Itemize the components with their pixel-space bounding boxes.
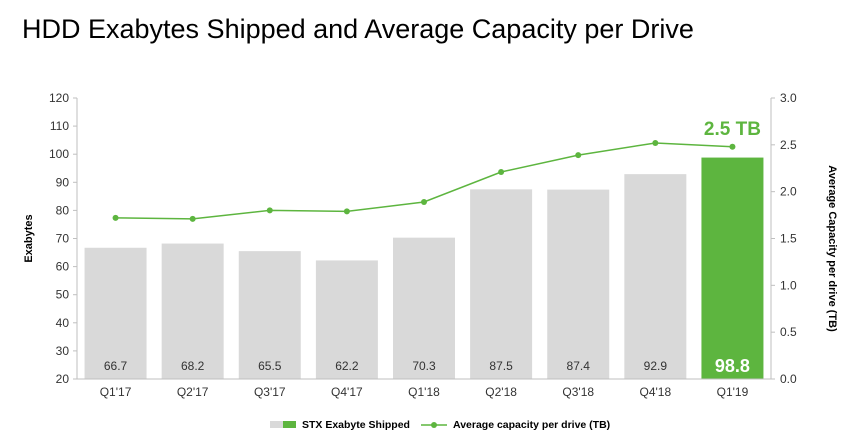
legend-swatch-point — [431, 422, 437, 428]
bar-Q4'18 — [624, 174, 687, 379]
x-tick-label: Q2'17 — [177, 385, 209, 399]
y-tick-label: 40 — [56, 316, 70, 330]
x-tick-label: Q1'17 — [100, 385, 132, 399]
capacity-point-Q1'18 — [421, 198, 427, 205]
y2-tick-label: 0.0 — [780, 372, 797, 386]
bar-value-label: 68.2 — [181, 359, 205, 373]
bar-value-label: 62.2 — [335, 359, 359, 373]
bar-Q1'18 — [393, 237, 455, 379]
capacity-point-Q1'17 — [112, 214, 119, 221]
y-tick-label: 20 — [56, 372, 70, 386]
y-tick-label: 60 — [56, 260, 70, 274]
y2-tick-label: 2.5 — [780, 138, 797, 152]
capacity-callout: 2.5 TB — [704, 119, 761, 140]
bar-value-label: 87.4 — [567, 359, 591, 373]
y-axis-title: Exabytes — [23, 214, 35, 262]
y-tick-label: 90 — [56, 175, 70, 189]
x-tick-label: Q4'18 — [640, 385, 672, 399]
x-tick-label: Q3'17 — [254, 385, 286, 399]
x-tick-label: Q3'18 — [562, 385, 594, 399]
y-tick-label: 80 — [56, 203, 70, 217]
bar-value-label: 98.8 — [715, 356, 750, 376]
bar-value-label: 65.5 — [258, 359, 282, 373]
capacity-point-Q1'19 — [729, 143, 736, 150]
bar-Q1'17 — [84, 247, 147, 379]
capacity-point-Q2'18 — [498, 168, 505, 175]
legend-swatch-bar-highlight — [283, 421, 296, 428]
y2-tick-label: 3.0 — [780, 91, 797, 105]
capacity-point-Q4'18 — [652, 139, 659, 146]
x-tick-label: Q4'17 — [331, 385, 363, 399]
y2-tick-label: 2.0 — [780, 185, 797, 199]
y-tick-label: 110 — [50, 119, 69, 133]
chart-title: HDD Exabytes Shipped and Average Capacit… — [22, 14, 694, 44]
y2-axis-title: Average Capacity per drive (TB) — [826, 165, 838, 332]
capacity-point-Q3'18 — [575, 152, 582, 159]
y-tick-label: 30 — [56, 344, 70, 358]
bar-Q3'17 — [238, 251, 301, 379]
y-tick-label: 100 — [49, 147, 69, 161]
capacity-point-Q3'17 — [266, 207, 273, 214]
y2-tick-label: 1.5 — [780, 232, 797, 246]
y-tick-label: 70 — [56, 232, 70, 246]
capacity-point-Q4'17 — [343, 208, 350, 215]
y-tick-label: 50 — [56, 288, 70, 302]
x-tick-label: Q1'19 — [717, 385, 749, 399]
x-tick-label: Q2'18 — [485, 385, 517, 399]
bar-Q1'19 — [701, 157, 764, 379]
bar-Q4'17 — [315, 260, 378, 379]
bar-value-label: 66.7 — [104, 359, 128, 373]
bar-Q2'17 — [161, 243, 224, 379]
bar-value-label: 92.9 — [644, 359, 668, 373]
capacity-point-Q2'17 — [189, 215, 196, 222]
legend-label-bars: STX Exabyte Shipped — [302, 419, 410, 431]
y-tick-label: 120 — [49, 91, 69, 105]
bar-Q2'18 — [470, 189, 533, 379]
legend-label-line: Average capacity per drive (TB) — [453, 419, 610, 431]
y2-tick-label: 0.5 — [780, 325, 797, 339]
bar-value-label: 70.3 — [412, 359, 436, 373]
bar-value-label: 87.5 — [489, 359, 513, 373]
x-tick-label: Q1'18 — [408, 385, 440, 399]
y2-tick-label: 1.0 — [780, 278, 797, 292]
bar-Q3'18 — [547, 189, 610, 379]
